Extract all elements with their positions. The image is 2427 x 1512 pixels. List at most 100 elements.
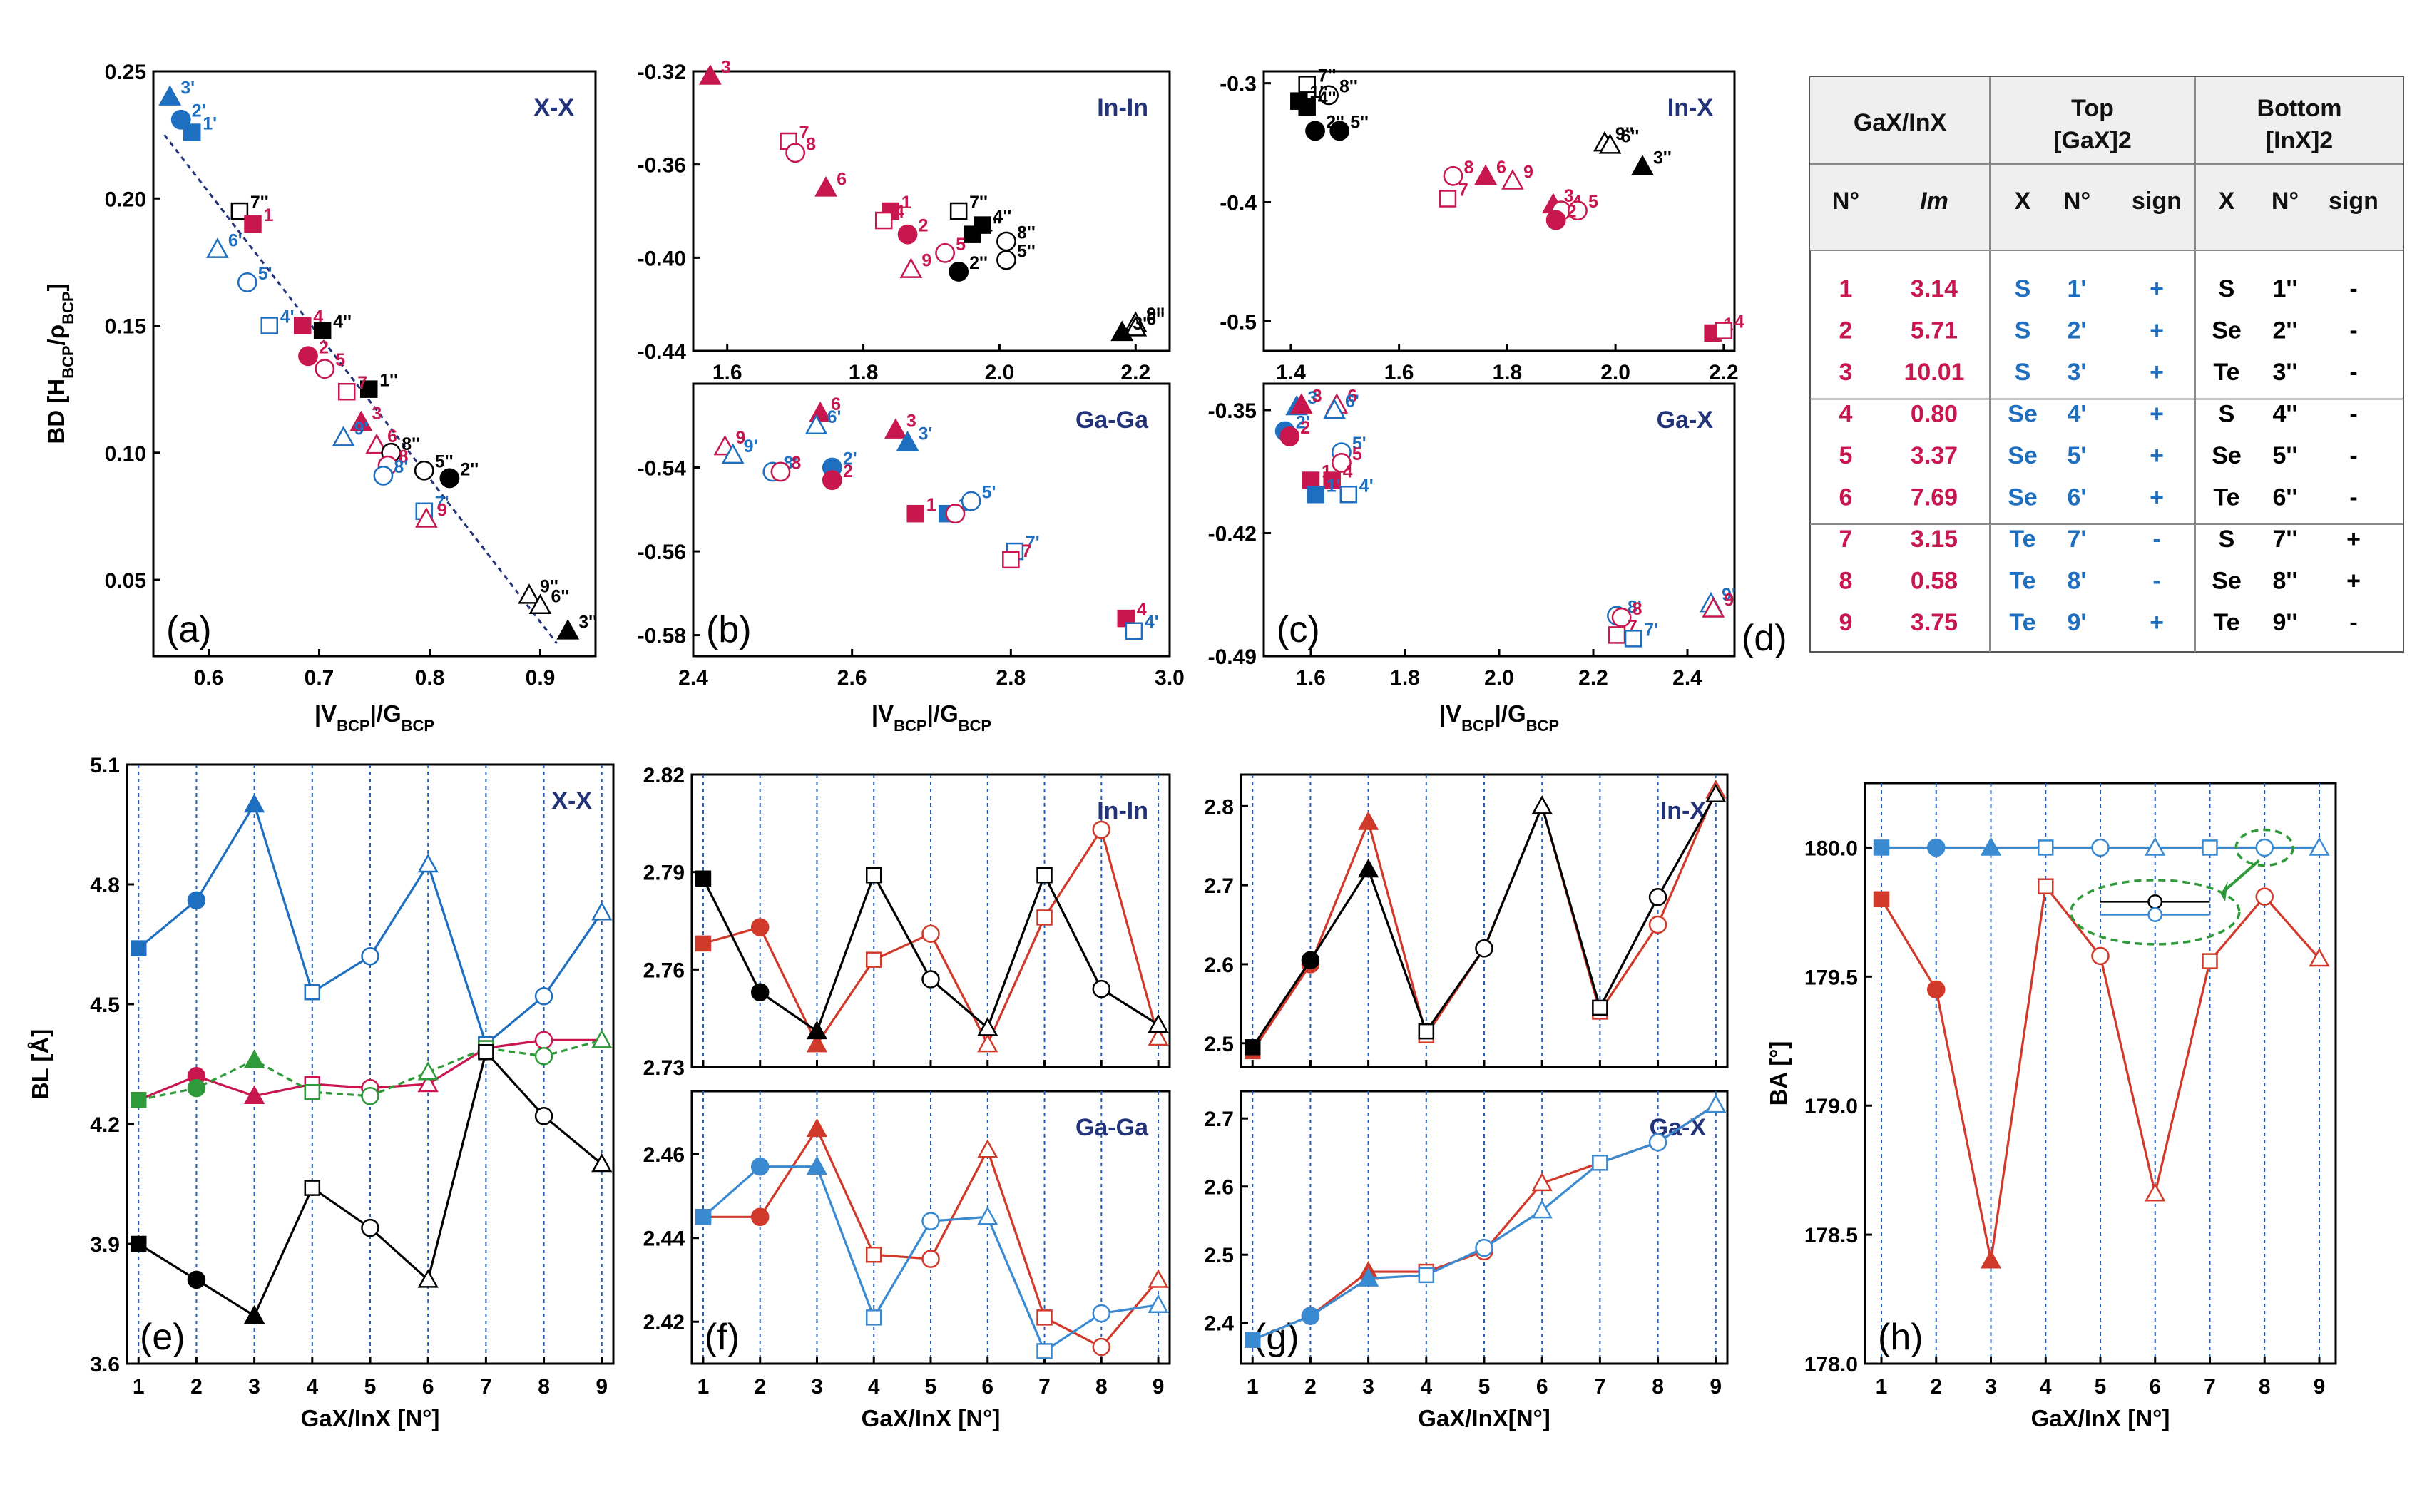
highlight-ellipse bbox=[2234, 828, 2294, 867]
data-point bbox=[556, 619, 580, 640]
point-label: 3'' bbox=[1653, 148, 1672, 168]
table-cell: 7.69 bbox=[1911, 484, 1958, 511]
table-cell: 6' bbox=[2068, 484, 2087, 511]
point-label: 1' bbox=[203, 114, 217, 134]
y-tick-label: 179.0 bbox=[1804, 1095, 1858, 1118]
data-point bbox=[361, 1087, 379, 1105]
y-tick-label: 0.10 bbox=[105, 442, 146, 466]
data-point bbox=[2038, 878, 2054, 894]
y-tick-label: 2.79 bbox=[643, 862, 685, 885]
data-point bbox=[1418, 1267, 1435, 1284]
point-label: 6 bbox=[837, 169, 847, 189]
x-tick-label: 1.8 bbox=[849, 361, 879, 384]
data-point bbox=[698, 64, 722, 85]
panel-title: In-X bbox=[1667, 94, 1714, 121]
data-point bbox=[230, 202, 249, 220]
x-tick-label: 0.8 bbox=[415, 666, 445, 690]
point-label: 6' bbox=[1345, 392, 1359, 412]
y-tick-label: -0.54 bbox=[638, 457, 687, 481]
data-point bbox=[1036, 1343, 1053, 1359]
table-cell: 5 bbox=[1839, 442, 1853, 469]
y-tick-label: 0.20 bbox=[105, 188, 146, 211]
table-cell: + bbox=[2150, 442, 2164, 469]
x-tick-label: 7 bbox=[1038, 1375, 1051, 1399]
point-label: 9'' bbox=[1615, 124, 1634, 144]
data-point bbox=[806, 1020, 828, 1040]
point-label: 7 bbox=[1458, 180, 1468, 200]
point-label: 3' bbox=[180, 78, 195, 98]
point-label: 6 bbox=[1496, 158, 1506, 178]
data-point bbox=[1036, 1309, 1053, 1326]
panel-letter: (a) bbox=[166, 609, 212, 650]
table-header-inx2: [InX]2 bbox=[2266, 127, 2333, 154]
table-cell: 7 bbox=[1839, 526, 1853, 553]
table-header-top: Top bbox=[2071, 95, 2114, 122]
data-point bbox=[1592, 999, 1608, 1016]
x-tick-label: 2.0 bbox=[1484, 666, 1514, 690]
y-tick-label: 2.7 bbox=[1204, 874, 1234, 898]
data-point bbox=[921, 970, 940, 989]
data-point bbox=[1148, 1269, 1169, 1288]
x-tick-label: 3.0 bbox=[1155, 666, 1185, 690]
table-cell: 3.75 bbox=[1911, 609, 1958, 636]
point-label: 1' bbox=[1327, 476, 1341, 496]
x-tick-label: 2.0 bbox=[1600, 361, 1630, 384]
point-label: 9 bbox=[1523, 162, 1533, 182]
x-tick-label: 7 bbox=[1594, 1375, 1606, 1399]
point-label: 7'' bbox=[969, 193, 988, 213]
point-label: 2' bbox=[192, 101, 206, 121]
data-point bbox=[935, 242, 955, 263]
data-point bbox=[961, 491, 981, 511]
y-tick-label: 2.46 bbox=[643, 1143, 685, 1167]
data-point bbox=[130, 940, 147, 956]
x-axis-title: |VBCP|/GBCP bbox=[315, 700, 434, 735]
point-label: 8'' bbox=[1339, 76, 1358, 96]
point-label: 9 bbox=[736, 428, 746, 448]
table-subheader: N° bbox=[2063, 188, 2090, 215]
panel-e: 1 2 3 4 5 6 7 8 9 3.6 3.9 4.2 4.5 4.8 5.1 GaX/InX [N°] B… bbox=[27, 754, 615, 1431]
panel-letter-d: (d) bbox=[1742, 618, 1787, 659]
panel-f2: 1 2 3 4 5 6 7 8 9 2.42 2.44 2.46 GaX/InX [N°] Ga-Ga (f… bbox=[643, 1090, 1171, 1431]
y-tick-label: 0.15 bbox=[105, 315, 146, 339]
data-point bbox=[1545, 210, 1566, 230]
data-point bbox=[1531, 795, 1553, 814]
point-label: 9' bbox=[354, 419, 369, 439]
x-tick-label: 8 bbox=[2259, 1375, 2271, 1399]
point-label: 4 bbox=[1343, 462, 1353, 482]
table-cell: + bbox=[2150, 609, 2164, 636]
point-label: 2 bbox=[1567, 202, 1577, 222]
data-point bbox=[2255, 887, 2274, 906]
y-tick-label: 5.1 bbox=[90, 754, 120, 777]
point-label: 5 bbox=[956, 235, 966, 255]
data-point bbox=[206, 237, 229, 258]
data-point bbox=[414, 507, 438, 528]
y-tick-label: -0.4 bbox=[1220, 191, 1257, 215]
point-label: 9' bbox=[744, 436, 758, 456]
data-point bbox=[1244, 1039, 1261, 1056]
table-cell: Se bbox=[2008, 484, 2038, 511]
table-cell: 4'' bbox=[2272, 401, 2297, 428]
y-tick-label: 2.73 bbox=[643, 1056, 685, 1080]
point-label: 3 bbox=[1312, 387, 1322, 407]
point-label: 6'' bbox=[551, 587, 570, 607]
data-point bbox=[1298, 98, 1316, 116]
point-label: 4 bbox=[894, 202, 904, 222]
panel-c1: 1.4 1.6 1.8 2.0 2.2-0.3-0.4-0.5In-X7''8''1''… bbox=[1220, 66, 1744, 384]
point-label: 1 bbox=[901, 193, 911, 213]
y-tick-label: -0.58 bbox=[638, 625, 686, 648]
data-point bbox=[865, 1246, 882, 1263]
data-point bbox=[591, 1153, 613, 1173]
x-tick-label: 2.4 bbox=[678, 666, 708, 690]
y-tick-label: 3.9 bbox=[90, 1233, 120, 1257]
data-point bbox=[2038, 839, 2054, 856]
data-point bbox=[478, 1043, 494, 1061]
point-label: 2'' bbox=[969, 253, 988, 273]
x-axis-title: GaX/InX [N°] bbox=[2031, 1405, 2170, 1431]
table-cell: 7'' bbox=[2272, 526, 2297, 553]
point-label: 5' bbox=[258, 264, 272, 284]
table-cell: 9 bbox=[1839, 609, 1853, 636]
data-point bbox=[750, 1158, 770, 1176]
x-tick-label: 6 bbox=[422, 1375, 434, 1399]
data-point bbox=[977, 1206, 998, 1225]
data-point bbox=[921, 1212, 940, 1230]
